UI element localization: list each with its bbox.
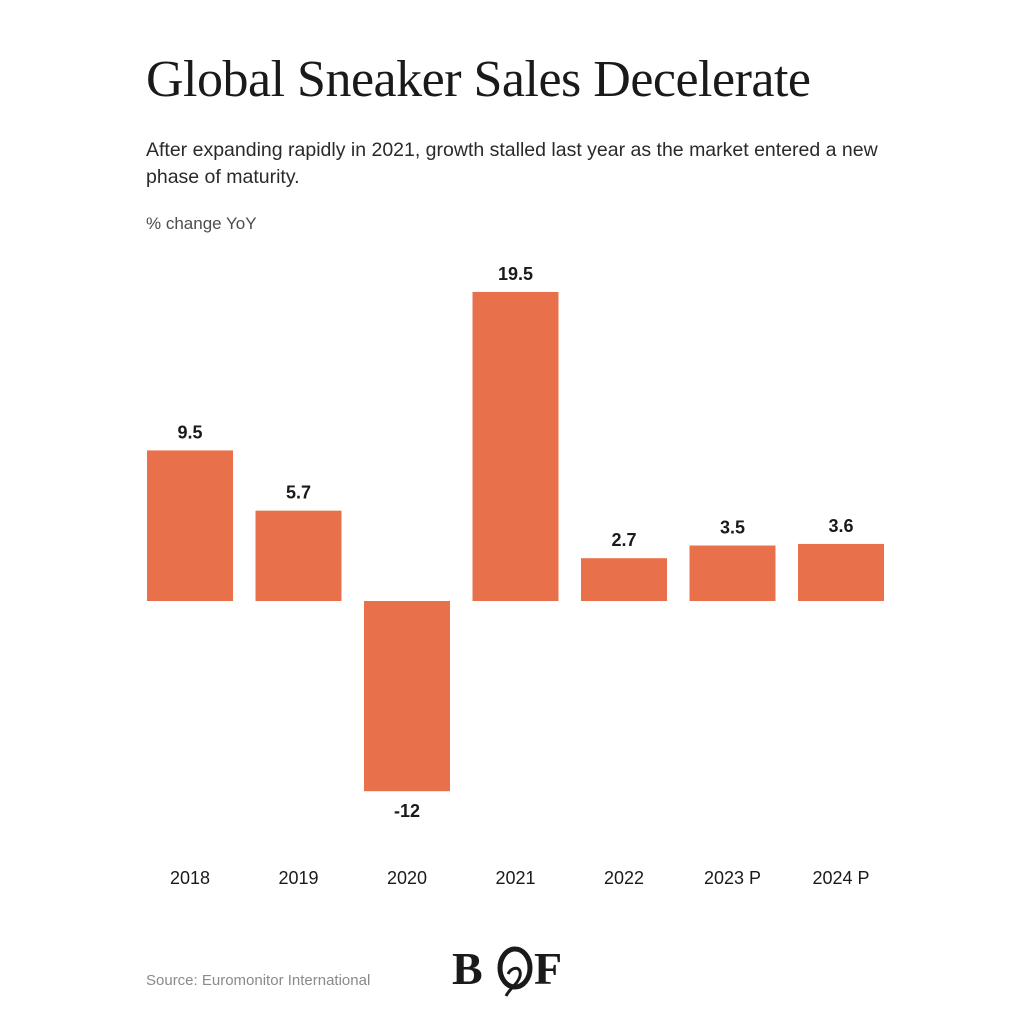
bof-logo: B F [452,943,562,997]
svg-text:F: F [534,943,562,994]
bar-2022 [581,558,667,601]
bar-2018 [147,450,233,601]
data-label: 19.5 [498,264,533,284]
x-tick-label: 2020 [387,868,427,888]
data-label: 9.5 [177,422,202,442]
x-tick-label: 2022 [604,868,644,888]
x-tick-label: 2021 [495,868,535,888]
source-note: Source: Euromonitor International [146,972,371,989]
data-label: 5.7 [286,483,311,503]
chart-subtitle: After expanding rapidly in 2021, growth … [146,139,878,188]
data-label: 3.6 [828,516,853,536]
x-tick-label: 2018 [170,868,210,888]
data-label: 2.7 [611,530,636,550]
bar-2019 [255,510,342,601]
data-label: -12 [394,801,420,821]
x-tick-label: 2023 P [704,868,761,888]
bar-2020 [364,601,450,792]
chart-title: Global Sneaker Sales Decelerate [146,51,811,108]
x-tick-label: 2019 [278,868,318,888]
unit-label: % change YoY [146,214,257,233]
svg-text:B: B [452,943,483,994]
data-label: 3.5 [720,518,745,538]
bar-2024-p [798,543,884,601]
bar-2023-p [689,545,776,601]
bof-logo-emblem [497,946,533,997]
bar-2021 [472,291,559,601]
x-tick-label: 2024 P [812,868,869,888]
